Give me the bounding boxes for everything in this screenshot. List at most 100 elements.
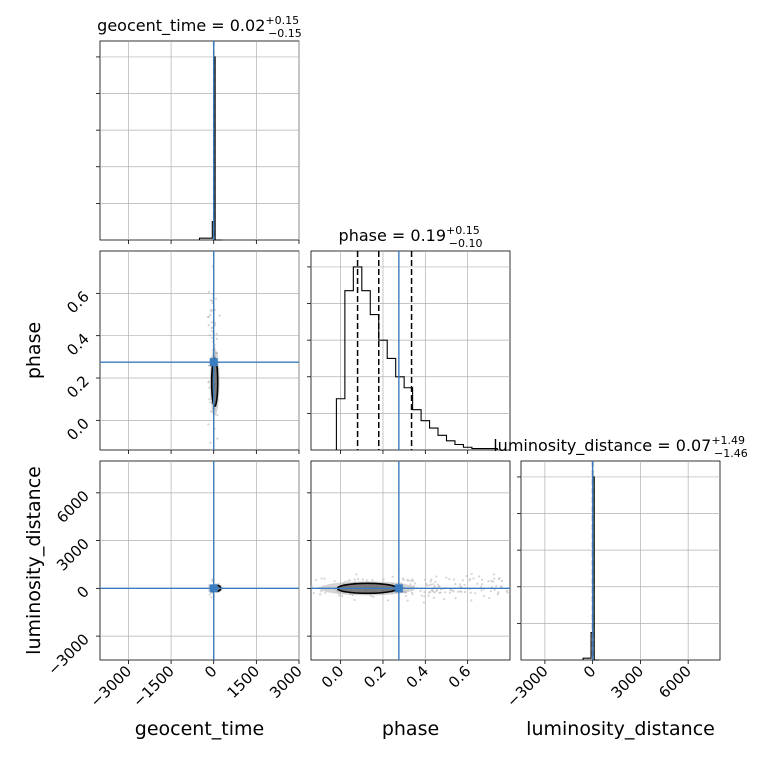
y-axis-label-phase: phase (23, 322, 45, 379)
sample-point (422, 601, 425, 604)
sample-point (211, 579, 214, 582)
panel-luminosity_distance-vs-luminosity_distance: −3000 0 3000 6000 (503, 460, 721, 711)
panel-phase-vs-geocent_time: 0.0 0.2 0.4 0.6 (63, 250, 300, 454)
panel-frame (310, 250, 511, 451)
title-upper-error: +0.15 (446, 224, 480, 237)
x-tick-label: 0 (201, 662, 220, 681)
sample-point (208, 593, 211, 596)
sample-point (493, 577, 496, 580)
sample-point (348, 579, 351, 582)
sample-point (492, 573, 496, 576)
sample-point (472, 577, 475, 580)
sample-point (463, 590, 466, 594)
x-tick-label: −3000 (87, 662, 136, 711)
sample-point (371, 578, 374, 582)
sample-point (432, 590, 435, 593)
sample-point (211, 299, 214, 303)
sample-point (469, 591, 472, 594)
sample-point (423, 595, 426, 598)
sample-point (209, 441, 212, 444)
sample-point (424, 578, 427, 581)
sample-point (411, 591, 414, 594)
sample-point (361, 578, 364, 581)
sample-point (461, 579, 464, 582)
sample-point (382, 578, 385, 581)
sample-point (404, 594, 407, 598)
sample-point (214, 297, 218, 300)
y-axis-label-luminosity_distance: luminosity_distance (23, 466, 45, 655)
y-tick-label: 0.2 (63, 372, 93, 402)
sample-point (216, 414, 219, 417)
sample-point (506, 591, 509, 594)
sample-point (391, 582, 395, 585)
sample-point (432, 596, 436, 599)
sample-point (351, 594, 354, 597)
sample-point (430, 578, 433, 581)
sample-point (402, 578, 405, 582)
sample-point (433, 585, 436, 588)
panel-luminosity_distance-vs-phase: 0.0 0.2 0.4 0.6 (307, 460, 511, 692)
sample-point (213, 324, 217, 327)
x-tick-label: −3000 (503, 662, 552, 711)
sample-point (391, 575, 394, 578)
y-tick-label: 0.4 (63, 330, 93, 360)
sample-point (208, 398, 211, 401)
sample-point (500, 579, 504, 583)
sample-point (433, 591, 437, 594)
sample-point (210, 448, 213, 451)
sample-point (207, 315, 211, 318)
sample-point (463, 583, 466, 587)
sample-point (207, 381, 210, 384)
sample-point (409, 583, 412, 586)
sample-point (216, 437, 219, 440)
sample-point (474, 592, 477, 595)
sample-point (470, 572, 473, 575)
truth-marker (209, 358, 218, 367)
sample-point (341, 594, 344, 598)
title-lower-error: −1.46 (714, 447, 748, 460)
sample-point (406, 578, 409, 582)
sample-point (449, 588, 453, 592)
sample-point (210, 596, 213, 599)
sample-point (427, 591, 431, 594)
sample-point (207, 290, 210, 293)
sample-point (210, 356, 213, 359)
y-tick-label: 0.6 (63, 287, 93, 317)
sample-point (404, 591, 407, 594)
sample-point (493, 588, 496, 591)
sample-point (465, 574, 468, 578)
x-tick-label: 3000 (607, 662, 647, 702)
sample-point (215, 337, 219, 340)
panel-title-phase: phase = 0.19+0.15 −0.10 (339, 224, 483, 250)
sample-point (207, 423, 210, 426)
sample-point (480, 578, 484, 581)
y-tick-label: 6000 (53, 487, 93, 527)
panel-frame (99, 40, 300, 241)
sample-point (479, 585, 483, 588)
sample-point (489, 590, 492, 593)
sample-point (437, 585, 440, 588)
sample-point (452, 590, 455, 593)
sample-point (215, 351, 218, 355)
sample-point (210, 327, 213, 330)
title-lower-error: −0.10 (449, 237, 483, 250)
panel-frame (520, 460, 721, 661)
sample-point (310, 585, 313, 588)
title-median: 0.07 (676, 436, 712, 455)
panel-title-luminosity_distance: luminosity_distance = 0.07+1.49 −1.46 (493, 434, 748, 460)
sample-point (482, 594, 486, 598)
sample-point (323, 577, 326, 580)
sample-point (324, 591, 327, 595)
sample-point (391, 591, 394, 594)
panel-frame (99, 250, 300, 451)
x-tick-label: −1500 (129, 662, 178, 711)
sample-point (312, 591, 315, 595)
sample-point (429, 583, 433, 586)
title-median: 0.02 (230, 16, 266, 35)
sample-point (457, 590, 460, 593)
sample-point (209, 410, 213, 413)
title-label: luminosity_distance = (493, 436, 675, 456)
panel-phase-vs-phase (307, 250, 511, 454)
sample-point (409, 579, 412, 583)
